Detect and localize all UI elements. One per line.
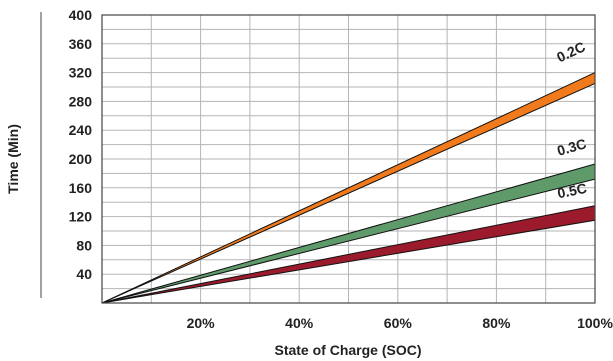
series-label: 0.2C <box>554 38 588 65</box>
plot-frame <box>101 14 596 304</box>
x-tick-label: 20% <box>187 315 216 331</box>
x-tick-label: 80% <box>482 315 511 331</box>
y-tick-label: 80 <box>76 237 92 253</box>
y-tick-label: 400 <box>69 7 93 23</box>
y-tick-label: 320 <box>69 65 93 81</box>
x-tick-label: 40% <box>285 315 314 331</box>
y-tick-label: 360 <box>69 36 93 52</box>
x-axis-title: State of Charge (SOC) <box>274 342 421 358</box>
x-tick-labels: 20% 40% 60% 80% 100% <box>187 315 613 331</box>
y-axis-title: Time (Min) <box>5 124 21 194</box>
y-tick-labels: 40 80 120 160 200 240 280 320 360 400 <box>69 7 93 282</box>
series-label: 0.3C <box>555 135 588 158</box>
x-tick-label: 60% <box>384 315 413 331</box>
x-tick-label: 100% <box>577 315 613 331</box>
y-tick-label: 240 <box>69 122 93 138</box>
y-tick-label: 160 <box>69 180 93 196</box>
y-tick-label: 120 <box>69 209 93 225</box>
y-tick-label: 280 <box>69 93 93 109</box>
y-tick-label: 40 <box>76 266 92 282</box>
y-tick-label: 200 <box>69 151 93 167</box>
series-label: 0.5C <box>556 180 588 201</box>
